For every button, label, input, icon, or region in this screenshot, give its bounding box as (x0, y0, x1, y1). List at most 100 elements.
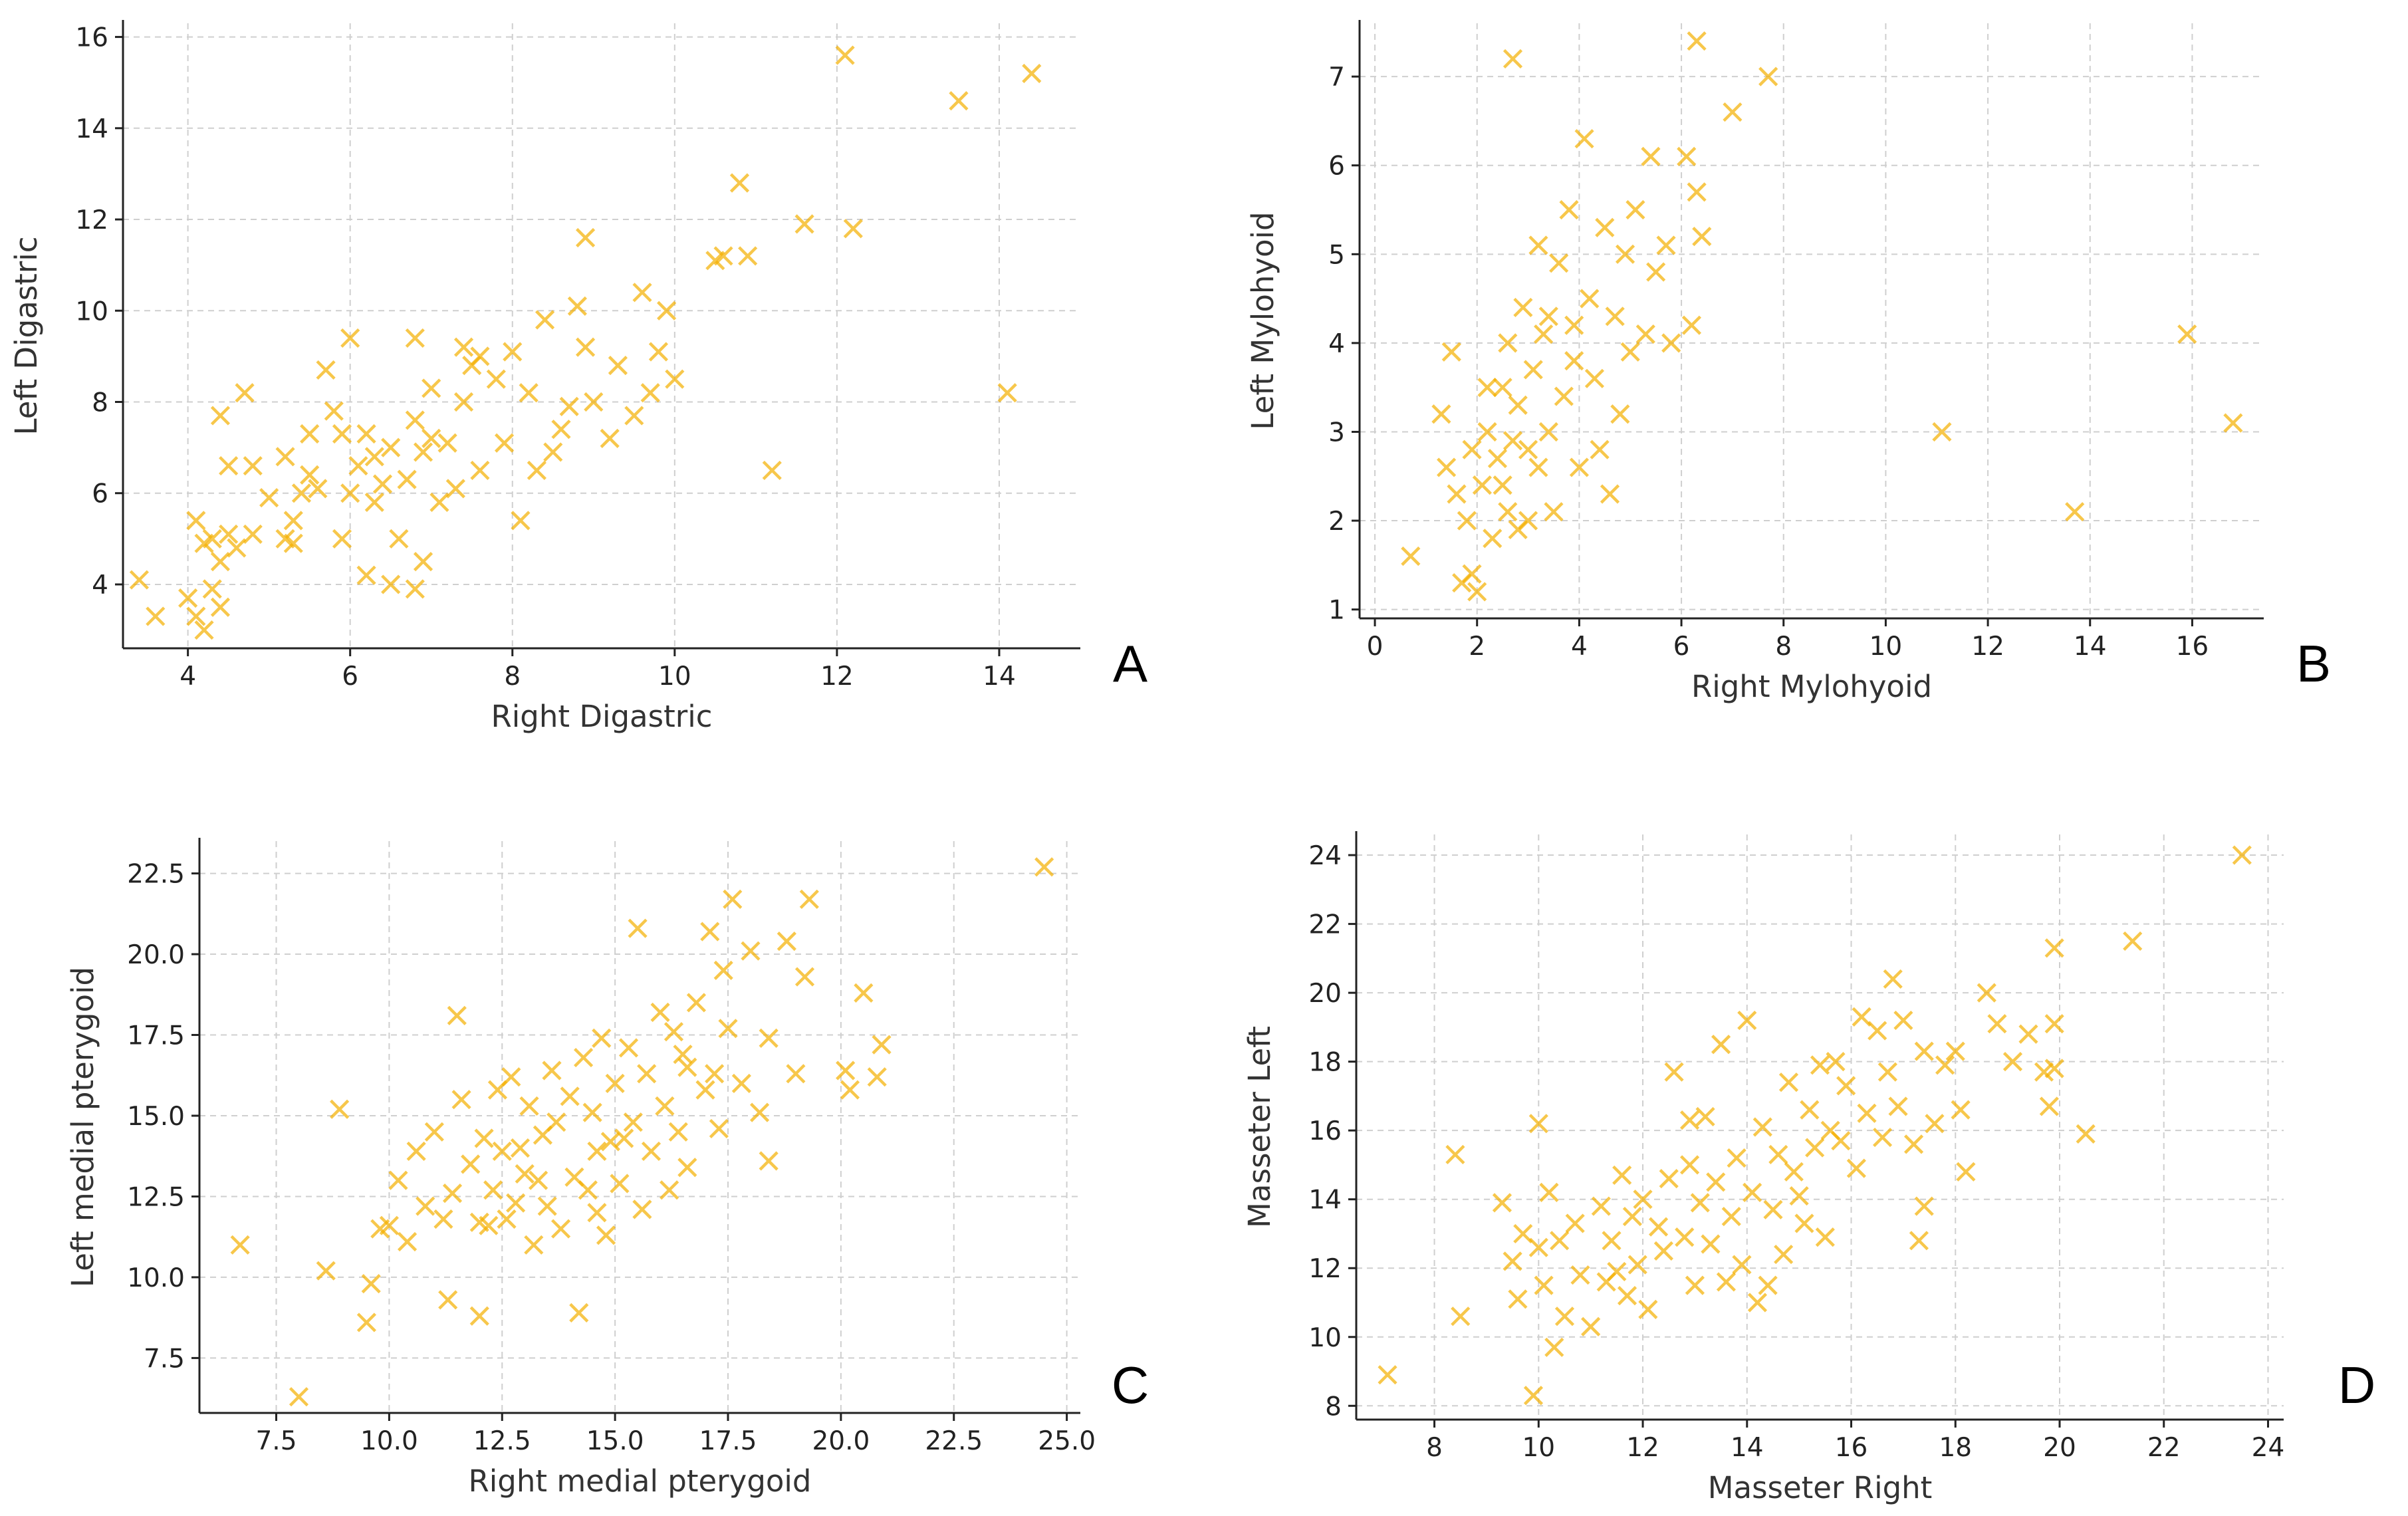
data-point (492, 1141, 512, 1162)
data-point (1401, 546, 1421, 567)
data-point (1857, 1103, 1877, 1123)
data-point (1607, 1261, 1627, 1282)
data-point (1747, 1293, 1768, 1313)
data-point (300, 424, 320, 444)
y-tick-label: 5 (1328, 240, 1345, 270)
y-tick-label: 12 (75, 205, 108, 235)
data-point (470, 460, 490, 480)
data-point (527, 460, 546, 480)
data-point (348, 455, 368, 476)
data-point (1877, 1062, 1897, 1082)
data-point (1641, 146, 1661, 166)
data-point (1716, 1272, 1737, 1292)
data-point (1872, 1127, 1893, 1148)
data-point (416, 1196, 435, 1216)
data-point (1508, 519, 1528, 540)
data-point (1544, 502, 1564, 522)
data-point (1681, 315, 1702, 335)
x-tick-label: 18 (1939, 1433, 1972, 1463)
data-point (1679, 1110, 1700, 1130)
data-point (421, 428, 441, 448)
y-tick-label: 12 (1308, 1254, 1342, 1284)
data-point (1503, 1251, 1522, 1271)
data-point (381, 574, 401, 594)
data-point (364, 447, 384, 467)
data-point (1550, 1231, 1570, 1251)
data-point (614, 1128, 634, 1148)
data-point (453, 337, 474, 357)
data-point (997, 383, 1017, 403)
data-point (429, 492, 449, 513)
data-point (1888, 1096, 1908, 1116)
x-tick-label: 4 (1571, 632, 1588, 662)
data-point (324, 401, 344, 421)
data-point (461, 1154, 481, 1174)
data-point (1883, 969, 1903, 989)
data-point (146, 606, 166, 626)
data-point (1743, 1182, 1762, 1202)
data-point (1570, 1265, 1590, 1285)
data-point (1732, 1255, 1752, 1275)
data-point (1600, 484, 1620, 504)
data-point (587, 1203, 607, 1223)
data-point (640, 383, 660, 403)
data-point (1679, 1155, 1700, 1175)
data-point (519, 383, 539, 403)
data-point (641, 1141, 662, 1162)
data-point (486, 369, 506, 389)
data-point (1653, 1241, 1673, 1261)
y-tick-label: 8 (92, 388, 108, 418)
data-point (2065, 502, 2085, 522)
data-point (1935, 1055, 1955, 1075)
data-point (1805, 1138, 1825, 1158)
data-point (1977, 983, 1996, 1003)
data-point (2223, 413, 2243, 433)
y-tick-label: 22.5 (127, 860, 185, 890)
data-point (447, 1005, 467, 1025)
data-point (648, 342, 669, 362)
panel-letter: A (1113, 634, 1147, 693)
data-point (1559, 199, 1579, 220)
x-tick-label: 4 (180, 662, 196, 692)
data-point (1565, 1213, 1585, 1233)
data-point (1493, 475, 1512, 495)
data-point (1951, 1100, 1971, 1120)
data-point (524, 1235, 544, 1255)
data-point (1445, 1144, 1465, 1165)
data-point (854, 983, 874, 1003)
data-point (506, 1193, 526, 1213)
data-point (515, 1164, 535, 1184)
data-point (1800, 1100, 1820, 1120)
data-point (1605, 307, 1625, 326)
data-point (474, 1128, 494, 1148)
data-point (529, 1170, 548, 1190)
y-tick-label: 17.5 (127, 1021, 185, 1051)
data-point (1378, 1365, 1397, 1385)
data-point (2034, 1062, 2054, 1082)
data-point (1625, 199, 1645, 220)
data-point (316, 1261, 336, 1281)
data-point (1763, 1200, 1783, 1219)
data-point (235, 383, 255, 403)
data-point (445, 479, 465, 499)
data-point (1622, 1206, 1642, 1227)
data-point (510, 1138, 531, 1158)
x-tick-label: 10.0 (360, 1426, 418, 1456)
y-tick-label: 4 (92, 570, 108, 600)
data-point (210, 406, 231, 426)
data-point (573, 1047, 594, 1068)
data-point (1677, 146, 1697, 166)
data-point (1633, 1190, 1653, 1209)
data-point (836, 1061, 856, 1080)
data-point (397, 469, 417, 489)
x-tick-label: 8 (1426, 1433, 1443, 1463)
data-point (1462, 564, 1482, 584)
x-tick-label: 17.5 (699, 1426, 757, 1456)
y-tick-label: 7.5 (144, 1344, 185, 1374)
data-point (1528, 1237, 1548, 1257)
data-point (1591, 1196, 1611, 1216)
data-point (663, 1022, 684, 1042)
data-point (1498, 502, 1518, 522)
data-point (2044, 1059, 2064, 1078)
data-point (438, 1290, 458, 1310)
